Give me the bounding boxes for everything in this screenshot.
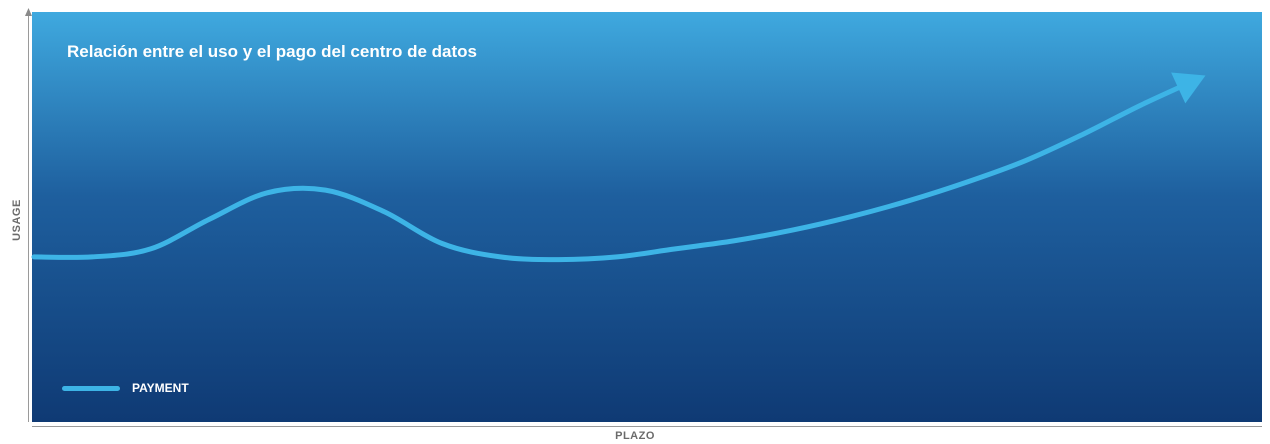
chart-title: Relación entre el uso y el pago del cent… (67, 42, 477, 61)
x-axis-label: PLAZO (615, 430, 655, 442)
series-line-payment (31, 75, 1203, 263)
legend-swatch-payment (62, 385, 120, 391)
y-axis-label: USAGE (11, 199, 23, 241)
legend: PAYMENT (62, 381, 189, 395)
y-axis-arrow-icon (25, 8, 32, 16)
series-arrowhead-icon (1171, 72, 1206, 104)
legend-label-payment: PAYMENT (132, 381, 189, 395)
y-axis-label-box: USAGE (2, 185, 32, 255)
plot-background (32, 12, 1262, 422)
